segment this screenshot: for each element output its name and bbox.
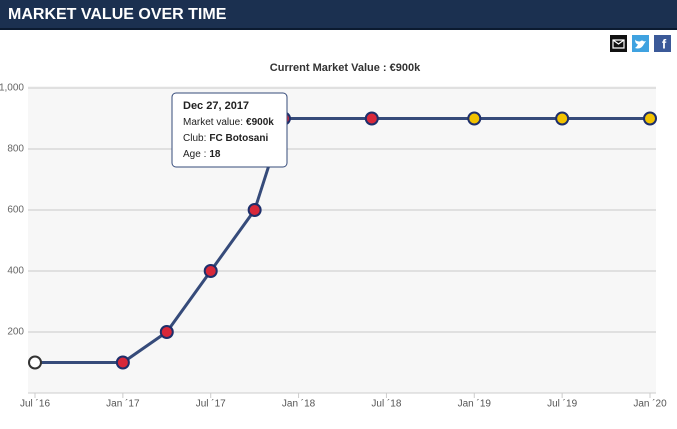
club-marker (203, 264, 218, 278)
x-tick-label: Jan ´17 (106, 398, 140, 410)
share-icons: f (610, 35, 671, 52)
plot-area (28, 86, 656, 393)
club-marker (555, 111, 570, 126)
club-marker (159, 325, 174, 339)
x-tick-label: Jan ´19 (458, 398, 492, 410)
email-glyph (612, 39, 625, 49)
tooltip-label: Market value: (183, 117, 243, 128)
chart-title: Current Market Value : €900k (270, 62, 421, 74)
tooltip-line: Club: FC Botosani (183, 133, 268, 144)
y-tick-label: 1,000 (0, 83, 24, 94)
y-tick-label: 600 (7, 205, 24, 216)
tooltip-value: 18 (209, 149, 221, 160)
tooltip-label: Club: (183, 133, 206, 144)
club-marker (467, 111, 482, 126)
club-marker (643, 111, 657, 126)
header-bar (0, 0, 677, 28)
y-tick-label: 800 (7, 144, 24, 155)
x-tick-label: Jul ´16 (20, 398, 50, 410)
club-marker (28, 355, 42, 370)
tooltip-value: €900k (246, 117, 274, 128)
x-tick-label: Jul ´17 (196, 398, 226, 410)
tooltip-line: Market value: €900k (183, 117, 274, 128)
twitter-glyph (635, 39, 646, 49)
club-marker (364, 111, 379, 126)
tooltip-date: Dec 27, 2017 (183, 100, 249, 112)
x-tick-label: Jul ´19 (547, 398, 577, 410)
tooltip-box (171, 92, 288, 168)
club-marker (247, 203, 262, 217)
x-tick-label: Jan ´18 (282, 398, 316, 410)
header-border (0, 28, 677, 30)
tooltip-line: Age :18 (183, 149, 221, 160)
tooltip-label: Age : (183, 149, 206, 160)
header-title: MARKET VALUE OVER TIME (8, 6, 227, 23)
y-tick-label: 400 (7, 266, 24, 277)
facebook-icon[interactable] (654, 35, 671, 52)
y-tick-label: 200 (7, 327, 24, 338)
x-tick-label: Jan ´20 (633, 398, 667, 410)
club-marker (115, 355, 130, 370)
x-tick-label: Jul ´18 (371, 398, 401, 410)
tooltip: Dec 27, 2017 Market value: €900k Club: FC Bo… (171, 92, 288, 168)
tooltip-value: FC Botosani (209, 133, 268, 144)
facebook-glyph: f (662, 36, 667, 51)
